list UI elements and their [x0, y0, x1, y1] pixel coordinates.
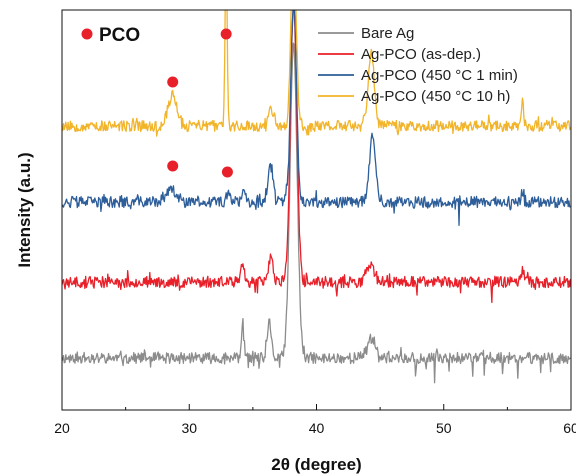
x-tick-label-4: 60 [563, 420, 576, 436]
plot-area [62, 10, 571, 384]
x-tick-label-2: 40 [309, 420, 325, 436]
x-tick-label-1: 30 [181, 420, 197, 436]
legend-label-2: Ag-PCO (450 °C 1 min) [361, 67, 518, 84]
pco-legend: PCO [81, 25, 140, 46]
x-tick-label-0: 20 [54, 420, 70, 436]
y-axis-title: Intensity (a.u.) [15, 152, 34, 267]
x-axis-title: 2θ (degree) [271, 455, 361, 474]
pco-marker-2 [167, 160, 179, 172]
series-line-1 [62, 10, 571, 304]
pco-legend-label: PCO [99, 25, 140, 46]
pco-marker-1 [167, 76, 179, 88]
x-axis-ticks: 20 30 40 50 60 [54, 404, 576, 436]
legend-label-1: Ag-PCO (as-dep.) [361, 46, 481, 63]
series-line-3 [62, 10, 571, 137]
series-line-2 [62, 10, 571, 226]
legend-label-3: Ag-PCO (450 °C 10 h) [361, 88, 510, 105]
pco-marker-0 [220, 28, 232, 40]
legend: Bare Ag Ag-PCO (as-dep.) Ag-PCO (450 °C 1 … [318, 25, 518, 105]
x-tick-label-3: 50 [436, 420, 452, 436]
series-line-0 [62, 42, 571, 384]
pco-marker-3 [221, 166, 233, 178]
legend-label-0: Bare Ag [361, 25, 414, 42]
pco-legend-marker [81, 28, 93, 40]
